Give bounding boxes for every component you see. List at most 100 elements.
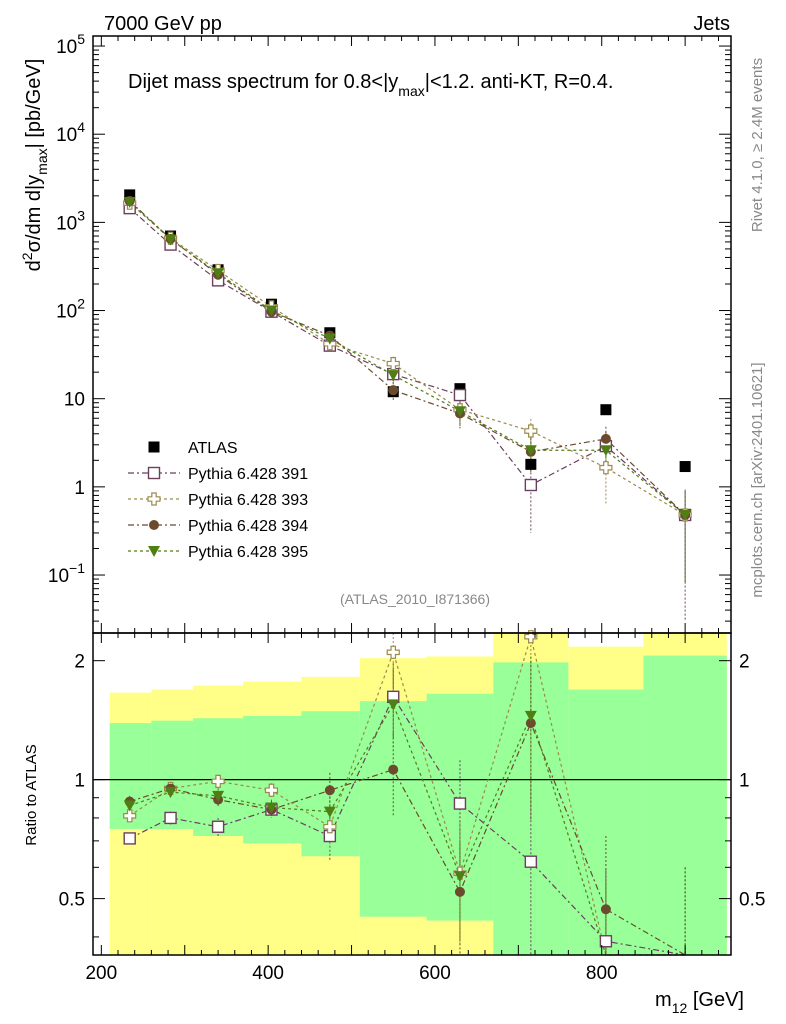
green-band-1 [151,720,194,830]
main-y-axis-label: d2σ/dm d|ymax| [pb/GeV] [19,59,50,272]
axes [92,35,732,956]
plot-title-part-1: Dijet mass spectrum for 0.8<|y [128,71,398,93]
analysis-watermark: (ATLAS_2010_I871366) [340,591,490,607]
x-tick-label-0: 200 [85,963,117,984]
main-y-tick-label-5: 104 [56,119,85,146]
main-y-tick-label-3: 102 [56,296,85,323]
ratio-y-tick-label-left-1: 1 [74,771,85,792]
ratio-line-series-1 [129,634,686,956]
legend-marker-2 [147,492,161,506]
ratio-point-s3-p1 [164,787,177,799]
main-point-s4-p0 [123,197,136,209]
ratio-point-s3-p2 [212,790,225,802]
main-point-s4-p6 [453,406,466,418]
ratio-point-s1-p4 [323,820,337,834]
legend-marker-0 [148,441,160,453]
ratio-y-tick-label-right-0: 0.5 [739,890,765,911]
x-tick-label-3: 800 [586,963,618,984]
ratio-point-s3-p5 [387,699,400,711]
ratio-point-s0-p0 [123,832,136,845]
ratio-point-s2-p6 [454,886,465,897]
ratio-point-s0-p8 [599,935,613,948]
main-point-s2-p5 [386,357,400,371]
ratio-line-series-2 [129,721,686,956]
main-point-s4-p1 [164,234,177,246]
green-band-9 [643,655,727,955]
main-y-tick-label-2: 10 [64,390,85,411]
legend-label-1: Pythia 6.428 391 [188,466,308,483]
ratio-point-s1-p5 [386,645,400,659]
main-series-markers [123,189,692,522]
main-point-s0-p0 [124,189,136,201]
ratio-point-s0-p7 [524,855,538,868]
main-point-s4-p3 [265,305,278,317]
ratio-point-s1-p0 [123,809,137,823]
main-point-s4-p9 [679,509,692,521]
main-point-s0-p9 [679,461,691,473]
ratio-line-series-3 [129,703,686,956]
tick-labels: 200 400 600 800 10−1 1 10 102 103 104 105 0.5 0.5 1 1 2… [48,31,766,984]
ratio-y-tick-label-left-0: 0.5 [59,890,85,911]
plot-title-subscript: max [398,83,424,99]
ratio-panel-frame [92,632,732,956]
ratio-point-s0-p1 [164,811,177,825]
legend-marker-4 [148,546,160,557]
ratio-point-s1-p7 [524,630,538,644]
main-y-tick-label-6: 105 [56,31,85,58]
ratio-point-s2-p4 [324,785,335,796]
ratio-point-s3-p0 [123,800,136,812]
main-line-series-1 [129,207,686,516]
ratio-point-s3-p7 [524,710,537,722]
main-point-s2-p8 [599,461,613,475]
main-point-s4-p2 [212,268,225,280]
main-point-s4-p8 [599,445,612,457]
main-point-s0-p7 [525,458,537,470]
ratio-y-axis-label: Ratio to ATLAS [23,744,40,845]
main-y-tick-label-1: 1 [74,478,85,499]
category-label: Jets [693,13,730,35]
legend-label-2: Pythia 6.428 393 [188,492,308,509]
main-point-s4-p5 [387,370,400,382]
legend-label-0: ATLAS [188,440,238,457]
plot-title: Dijet mass spectrum for 0.8<|ymax|<1.2. … [128,71,613,99]
legend: ATLAS Pythia 6.428 391 Pythia 6.428 393 Pyt… [128,440,308,561]
legend-label-3: Pythia 6.428 394 [188,518,308,535]
main-point-s1-p7 [524,478,538,492]
main-point-s4-p7 [524,445,537,457]
ratio-line-series-0 [129,695,686,956]
ratio-series-markers [123,630,613,948]
x-tick-label-1: 400 [252,963,284,984]
main-point-s2-p7 [524,424,538,438]
ratio-point-s3-p3 [265,802,278,814]
main-y-tick-label-4: 103 [56,207,85,234]
main-point-s0-p6 [454,383,466,395]
legend-marker-3 [149,520,159,530]
main-line-series-2 [129,202,686,516]
ratio-point-s1-p2 [211,774,225,788]
ratio-point-s2-p8 [600,904,611,915]
ratio-point-s2-p7 [525,718,536,729]
rivet-label: Rivet 4.1.0, ≥ 2.4M events [749,58,766,232]
main-point-s1-p6 [453,388,467,402]
ratio-point-s3-p6 [453,871,466,883]
main-point-s0-p8 [600,404,612,416]
x-axis-label: m12 [GeV] [655,989,744,1016]
main-point-s3-p5 [388,385,399,396]
legend-label-4: Pythia 6.428 395 [188,544,308,561]
ratio-y-tick-label-right-2: 2 [739,652,750,673]
ratio-point-s2-p5 [388,764,399,775]
ratio-point-s0-p2 [211,820,225,833]
legend-marker-1 [147,466,161,480]
ratio-y-tick-label-right-1: 1 [739,771,750,792]
main-y-tick-label-0: 10−1 [48,560,85,587]
ratio-point-s1-p3 [264,783,279,797]
main-line-series-4 [129,201,686,516]
main-point-s4-p4 [323,333,336,345]
ratio-point-s0-p6 [453,797,467,810]
x-tick-label-2: 600 [419,963,451,984]
ratio-point-s3-p4 [323,806,336,818]
plot-title-part-2: |<1.2. anti-KT, R=0.4. [425,71,614,93]
energy-label: 7000 GeV pp [104,13,222,35]
mcplots-label: mcplots.cern.ch [arXiv:2401.10621] [749,362,766,597]
